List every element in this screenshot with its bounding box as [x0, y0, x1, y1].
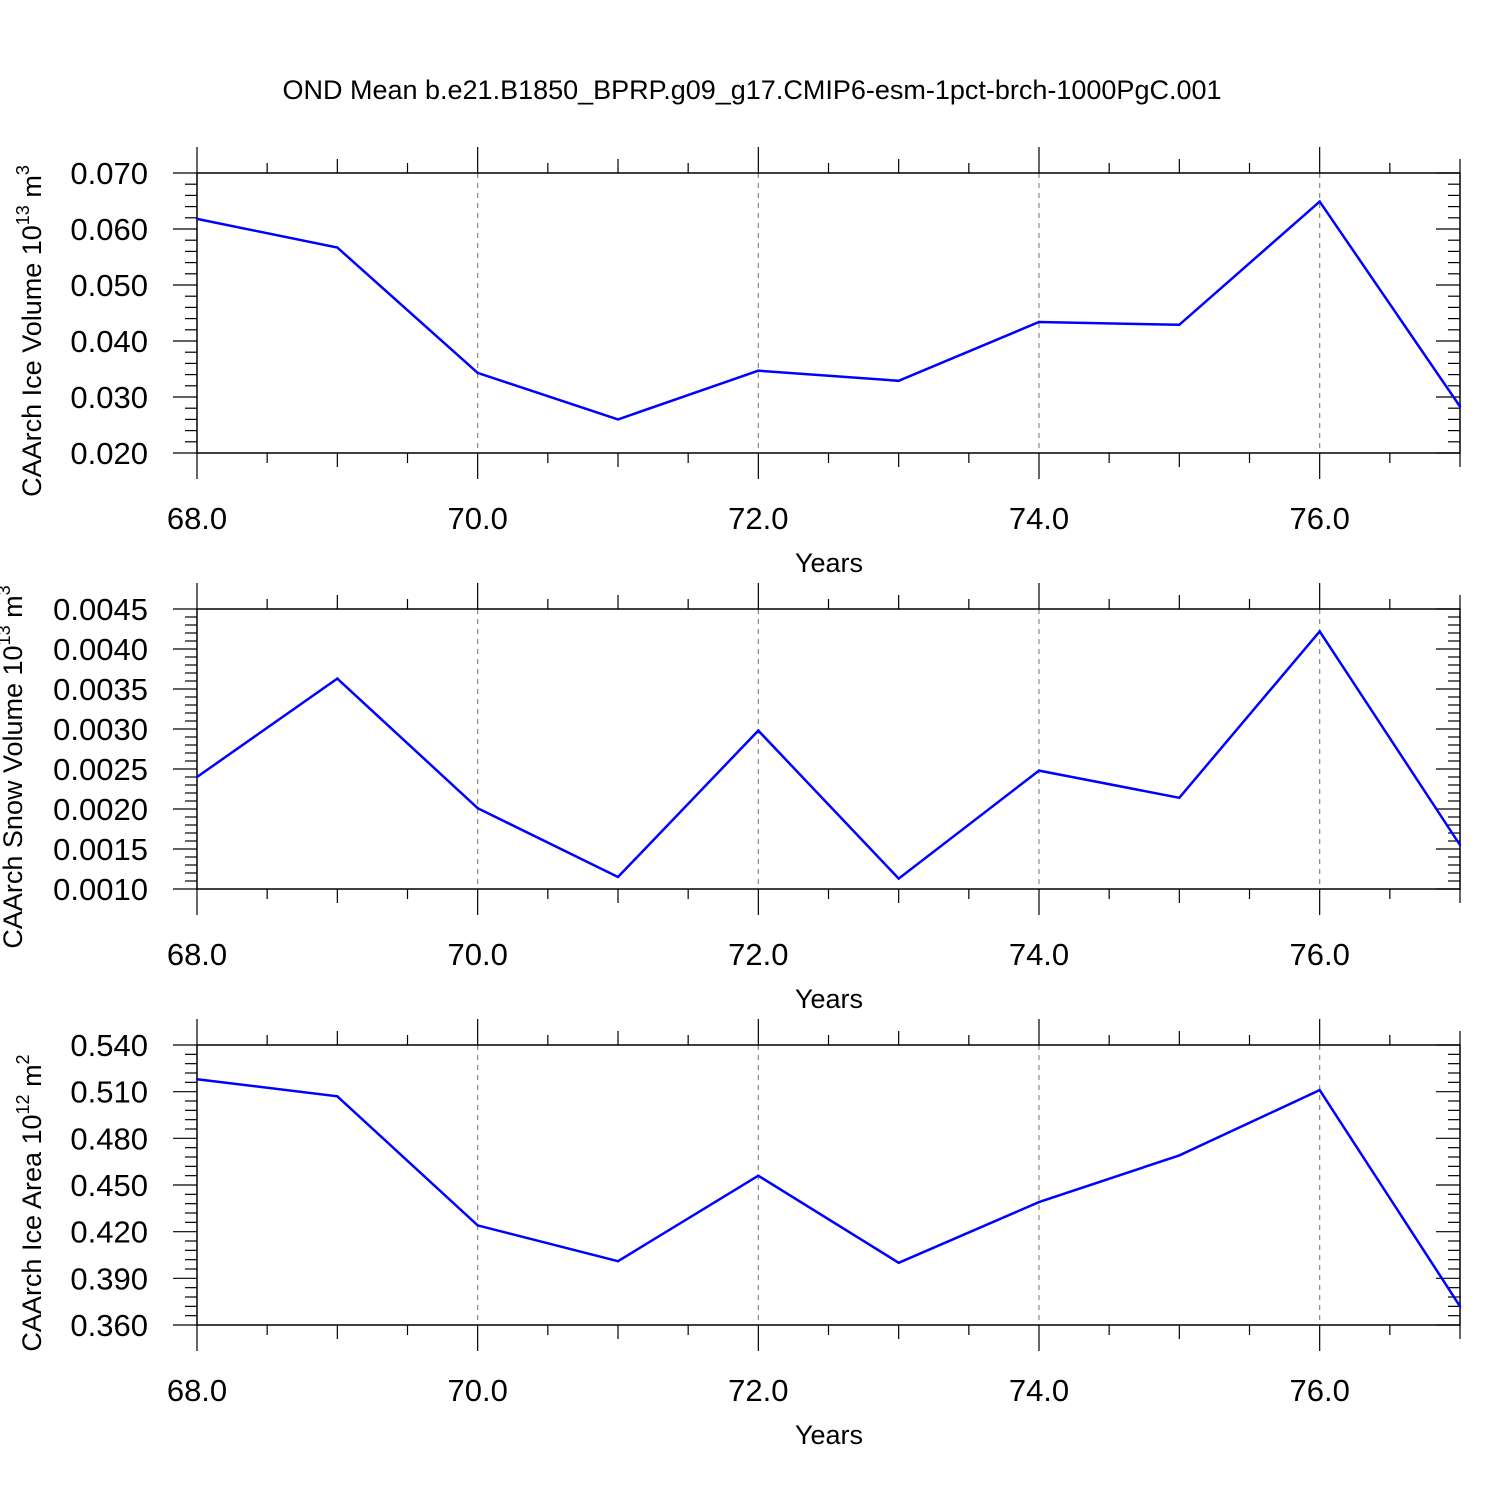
data-point [897, 1261, 900, 1264]
data-point [336, 677, 339, 680]
x-tick-label: 74.0 [1009, 501, 1069, 536]
y-tick-label: 0.0030 [53, 712, 148, 747]
data-point [616, 875, 620, 879]
y-tick-label: 0.0035 [53, 672, 148, 707]
data-point [195, 217, 199, 221]
data-point [757, 729, 760, 732]
x-tick-label: 70.0 [447, 501, 507, 536]
data-point [1178, 1154, 1181, 1157]
y-tick-label: 0.540 [70, 1028, 148, 1063]
data-point [1178, 323, 1181, 326]
y-tick-label: 0.0020 [53, 792, 148, 827]
data-point [195, 1078, 199, 1081]
y-tick-label: 0.390 [70, 1261, 148, 1296]
data-point [897, 379, 900, 382]
figure-title: OND Mean b.e21.B1850_BPRP.g09_g17.CMIP6-… [282, 75, 1221, 105]
y-tick-label: 0.0045 [53, 592, 148, 627]
data-point [1458, 405, 1462, 408]
data-point [897, 877, 900, 880]
x-tick-label: 68.0 [167, 1373, 227, 1408]
y-tick-label: 0.450 [70, 1168, 148, 1203]
x-tick-label: 72.0 [728, 1373, 788, 1408]
data-point [336, 1095, 339, 1098]
x-tick-label: 76.0 [1289, 1373, 1349, 1408]
data-point [1037, 769, 1041, 772]
data-point [616, 418, 620, 421]
x-axis-label: Years [795, 1420, 863, 1450]
y-tick-label: 0.020 [70, 436, 148, 471]
x-axis-label: Years [795, 984, 863, 1014]
y-tick-label: 0.0040 [53, 632, 148, 667]
y-tick-label: 0.060 [70, 212, 148, 247]
data-point [195, 775, 199, 779]
panel-2: 68.0 70.0 72.0 74.0 76.0 0.0010 0.0015 0.0020 0.… [0, 583, 1462, 1014]
x-tick-label: 70.0 [447, 1373, 507, 1408]
series-line [196, 1077, 1462, 1307]
data-point [1318, 1088, 1321, 1092]
data-point [1458, 843, 1462, 847]
y-tick-label: 0.480 [70, 1121, 148, 1156]
panels: 68.0 70.0 72.0 74.0 76.0 0.020 0.030 0.040 0.050… [0, 147, 1462, 1450]
x-tick-label: 72.0 [728, 501, 788, 536]
data-point [476, 807, 479, 810]
x-tick-label: 70.0 [447, 937, 507, 972]
data-point [1037, 320, 1041, 324]
y-axis-label: CAArch Snow Volume 1013 m3 [0, 585, 28, 948]
data-point [1037, 1200, 1041, 1204]
y-tick-label: 0.0015 [53, 832, 148, 867]
y-tick-label: 0.360 [70, 1308, 148, 1343]
x-tick-label: 74.0 [1009, 937, 1069, 972]
x-tick-label: 72.0 [728, 937, 788, 972]
x-axis-label: Years [795, 548, 863, 578]
y-tick-label: 0.050 [70, 268, 148, 303]
y-axis-label: CAArch Ice Volume 1013 m3 [13, 165, 47, 497]
x-tick-label: 76.0 [1289, 501, 1349, 536]
y-tick-label: 0.420 [70, 1215, 148, 1250]
data-point [757, 369, 760, 372]
series-line [196, 629, 1462, 881]
x-tick-label: 76.0 [1289, 937, 1349, 972]
y-tick-label: 0.070 [70, 156, 148, 191]
y-axis-label: CAArch Ice Area 1012 m2 [13, 1054, 47, 1351]
y-tick-label: 0.030 [70, 380, 148, 415]
data-point [616, 1260, 620, 1263]
data-point [1458, 1305, 1462, 1308]
data-point [757, 1174, 760, 1177]
data-point [476, 1224, 479, 1227]
y-tick-label: 0.0010 [53, 872, 148, 907]
x-tick-label: 68.0 [167, 937, 227, 972]
panel-1: 68.0 70.0 72.0 74.0 76.0 0.020 0.030 0.040 0.050… [13, 147, 1462, 578]
data-point [336, 246, 339, 249]
x-tick-label: 68.0 [167, 501, 227, 536]
y-tick-label: 0.040 [70, 324, 148, 359]
y-tick-label: 0.510 [70, 1075, 148, 1110]
y-tick-label: 0.0025 [53, 752, 148, 787]
data-point [1178, 796, 1181, 799]
panel-3: 68.0 70.0 72.0 74.0 76.0 0.360 0.390 0.420 0.450… [13, 1019, 1462, 1450]
data-point [1318, 630, 1321, 633]
series-line [196, 199, 1462, 421]
data-point [476, 371, 479, 375]
x-tick-label: 74.0 [1009, 1373, 1069, 1408]
data-point [1318, 200, 1321, 203]
